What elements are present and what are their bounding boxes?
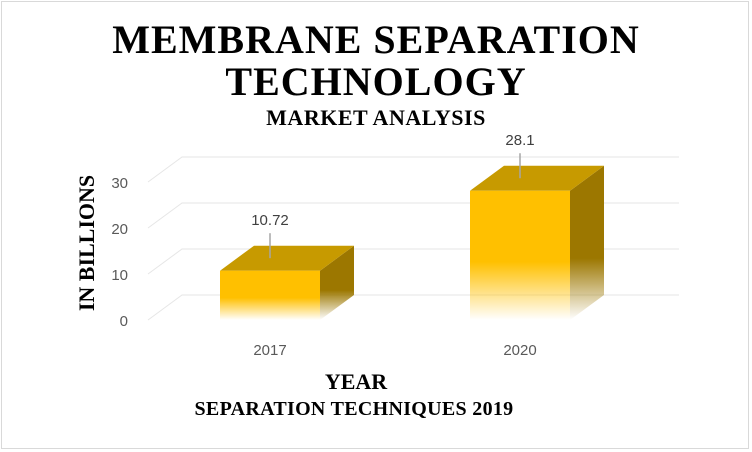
bar-front (470, 190, 570, 320)
bar-2020 (470, 165, 604, 320)
y-tick-label: 10 (111, 267, 128, 284)
gridline (147, 156, 679, 183)
x-axis-label: YEAR (324, 369, 388, 394)
y-tick-label: 30 (111, 175, 128, 192)
bar-2017 (220, 245, 354, 320)
bar-top (220, 245, 354, 271)
y-tick-label: 0 (120, 313, 128, 330)
x-tick-label: 2017 (253, 342, 286, 359)
bar-front (220, 270, 320, 320)
bar-side (570, 165, 604, 320)
x-tick-label: 2020 (503, 342, 536, 359)
chart-title-line-1: MEMBRANE SEPARATION (112, 17, 640, 62)
chart-title-line-2: TECHNOLOGY (225, 59, 527, 104)
bar-top (470, 165, 604, 191)
x-axis-sublabel: SEPARATION TECHNIQUES 2019 (194, 398, 514, 420)
bar-side (320, 245, 354, 320)
data-label: 28.1 (505, 132, 534, 149)
chart-subtitle: MARKET ANALYSIS (266, 105, 486, 130)
y-tick-label: 20 (111, 221, 128, 238)
data-label: 10.72 (251, 212, 289, 229)
